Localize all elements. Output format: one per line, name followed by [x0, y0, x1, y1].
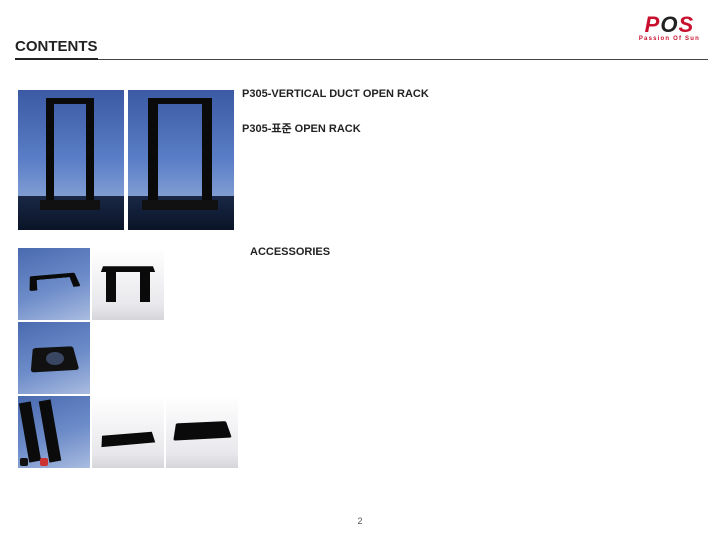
logo-text: POS	[639, 12, 700, 38]
label-accessories: ACCESSORIES	[250, 246, 330, 258]
accessory-empty-3	[166, 322, 238, 394]
logo-letter-o: O	[660, 12, 678, 37]
accessory-tray	[166, 396, 238, 468]
rack-image-1	[18, 90, 124, 230]
title-bar: CONTENTS	[15, 38, 708, 60]
accessory-stand	[92, 248, 164, 320]
accessory-shelf	[92, 396, 164, 468]
accessory-bracket	[18, 248, 90, 320]
logo-letter-s: S	[678, 12, 694, 37]
rack-images-row	[18, 90, 234, 230]
page-title: CONTENTS	[15, 38, 98, 60]
rack-image-2	[128, 90, 234, 230]
page-number: 2	[0, 516, 720, 526]
label-standard-rack: P305-표준 OPEN RACK	[242, 120, 361, 136]
accessory-empty-1	[166, 248, 238, 320]
label-vertical-duct-rack: P305-VERTICAL DUCT OPEN RACK	[242, 88, 429, 100]
accessory-pdu	[18, 396, 90, 468]
logo-letter-p: P	[645, 12, 661, 37]
accessories-grid	[18, 248, 238, 468]
accessory-plate	[18, 322, 90, 394]
accessory-empty-2	[92, 322, 164, 394]
